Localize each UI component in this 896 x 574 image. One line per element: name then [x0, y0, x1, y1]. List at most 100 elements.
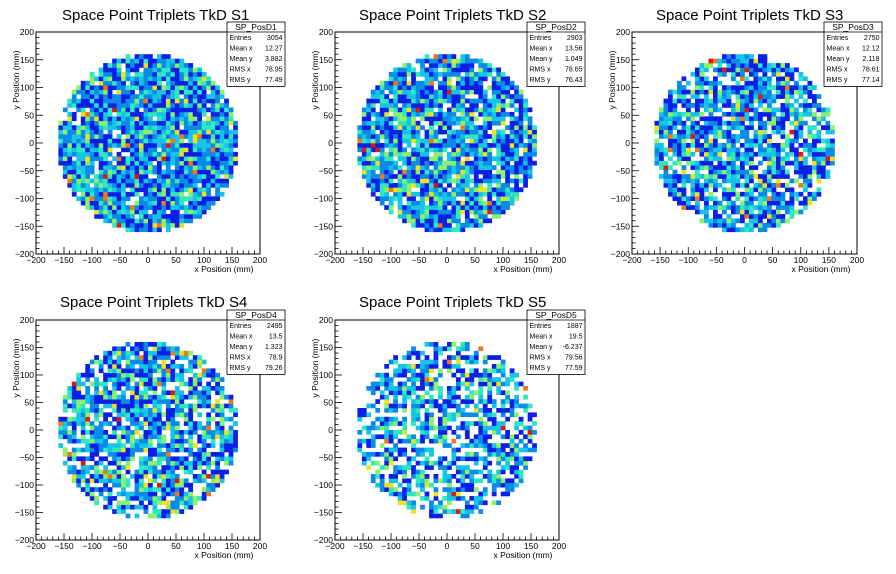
heatmap-cell: [735, 134, 741, 139]
heatmap-cell: [767, 169, 772, 175]
heatmap-cell: [170, 134, 176, 139]
heatmap-cell: [116, 434, 122, 440]
heatmap-cell: [686, 98, 691, 104]
heatmap-cell: [830, 160, 835, 166]
heatmap-cell: [451, 138, 457, 144]
heatmap-cell: [438, 54, 443, 59]
heatmap-cell: [139, 399, 144, 404]
heatmap-cell: [121, 182, 126, 188]
heatmap-cell: [514, 143, 519, 148]
heatmap-cell: [188, 421, 194, 426]
heatmap-cell: [125, 209, 131, 215]
heatmap-cell: [482, 94, 488, 99]
heatmap-cell: [717, 125, 723, 130]
heatmap-cell: [762, 227, 768, 233]
heatmap-cell: [375, 381, 381, 387]
heatmap-cell: [116, 469, 122, 475]
heatmap-cell: [654, 156, 660, 162]
heatmap-cell: [130, 85, 135, 91]
heatmap-cell: [482, 107, 488, 113]
heatmap-cell: [85, 160, 91, 166]
heatmap-cell: [152, 98, 158, 104]
heatmap-cell: [420, 191, 425, 197]
heatmap-cell: [464, 205, 470, 210]
heatmap-cell: [384, 438, 390, 444]
heatmap-cell: [672, 178, 678, 184]
heatmap-cell: [509, 196, 515, 202]
heatmap-cell: [388, 182, 394, 188]
heatmap-cell: [80, 169, 86, 175]
heatmap-cell: [183, 169, 189, 175]
heatmap-cell: [379, 377, 385, 382]
heatmap-cell: [370, 174, 376, 179]
heatmap-cell: [161, 513, 167, 519]
heatmap-cell: [139, 456, 144, 462]
heatmap-cell: [460, 182, 466, 188]
heatmap-cell: [94, 390, 100, 396]
heatmap-cell: [139, 346, 144, 352]
heatmap-cell: [393, 191, 399, 197]
heatmap-cell: [161, 350, 167, 356]
heatmap-cell: [447, 160, 452, 166]
heatmap-cell: [749, 174, 754, 179]
heatmap-cell: [704, 98, 709, 104]
heatmap-cell: [393, 478, 399, 484]
heatmap-cell: [192, 443, 198, 448]
heatmap-cell: [161, 94, 167, 99]
heatmap-cell: [148, 425, 153, 431]
heatmap-cell: [424, 178, 430, 184]
heatmap-cell: [749, 80, 754, 86]
heatmap-cell: [659, 147, 664, 153]
heatmap-cell: [112, 430, 117, 435]
heatmap-cell: [429, 89, 434, 95]
heatmap-cell: [442, 214, 448, 219]
heatmap-cell: [762, 214, 768, 219]
heatmap-cell: [98, 85, 104, 91]
heatmap-cell: [179, 160, 185, 166]
heatmap-cell: [366, 182, 372, 188]
heatmap-cell: [780, 214, 786, 219]
heatmap-cell: [496, 209, 502, 215]
heatmap-cell: [406, 129, 412, 135]
heatmap-cell: [139, 205, 144, 210]
heatmap-cell: [758, 143, 763, 148]
heatmap-cell: [735, 169, 741, 175]
heatmap-cell: [469, 116, 475, 122]
heatmap-cell: [514, 120, 519, 126]
heatmap-cell: [357, 156, 363, 162]
heatmap-cell: [397, 430, 403, 435]
heatmap-cell: [121, 377, 126, 382]
heatmap-cell: [71, 151, 77, 157]
heatmap-cell: [165, 54, 171, 59]
stats-row-label: Mean y: [827, 56, 850, 63]
heatmap-cell: [411, 67, 416, 73]
y-tick-label: −100: [15, 194, 34, 204]
heatmap-cell: [393, 456, 399, 462]
heatmap-cell: [393, 434, 399, 440]
x-tick-label: 50: [768, 255, 778, 265]
heatmap-cell: [776, 196, 781, 202]
heatmap-cell: [170, 500, 176, 506]
heatmap-cell: [397, 129, 403, 135]
heatmap-cell: [402, 125, 407, 130]
heatmap-cell: [749, 54, 754, 59]
heatmap-cell: [139, 71, 144, 77]
heatmap-cell: [451, 67, 457, 73]
heatmap-cell: [429, 129, 434, 135]
heatmap-cell: [215, 125, 220, 130]
heatmap-cell: [58, 120, 64, 126]
heatmap-cell: [80, 394, 86, 400]
heatmap-cell: [107, 76, 113, 82]
heatmap-cell: [71, 116, 77, 122]
heatmap-cell: [152, 368, 158, 374]
heatmap-cell: [206, 165, 212, 170]
x-tick-label: 50: [171, 541, 181, 551]
heatmap-cell: [121, 191, 126, 197]
heatmap-cell: [505, 147, 511, 153]
heatmap-cell: [654, 120, 660, 126]
heatmap-cell: [174, 209, 180, 215]
heatmap-cell: [812, 85, 817, 91]
heatmap-cell: [455, 218, 461, 224]
heatmap-cell: [188, 103, 194, 108]
